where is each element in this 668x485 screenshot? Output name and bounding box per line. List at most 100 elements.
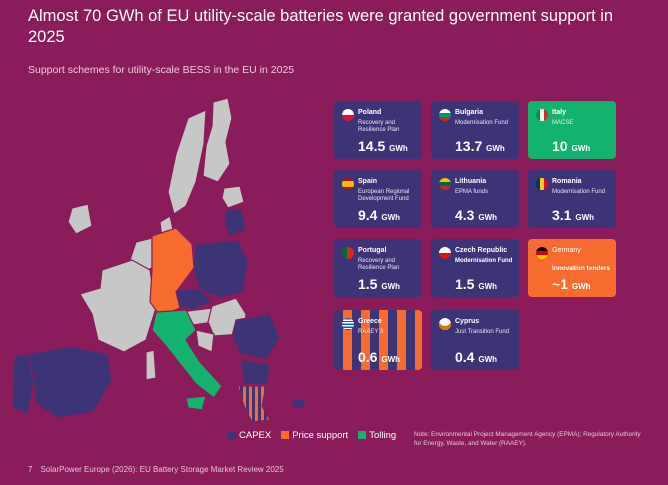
card-romania: Romania Modernisation Fund 3.1 GWh: [528, 170, 616, 228]
poland-flag-icon: [342, 109, 354, 121]
card-country: Greece: [358, 318, 382, 325]
legend-item-capex: CAPEX: [228, 430, 271, 441]
value-number: 3.1: [552, 207, 572, 223]
eu-map: [11, 97, 307, 423]
value-unit: GWh: [575, 213, 595, 222]
value-number: 14.5: [358, 138, 386, 154]
legend-label: CAPEX: [239, 429, 272, 441]
value-number: 1.5: [455, 276, 475, 292]
card-scheme: MACSE: [552, 120, 574, 126]
card-poland: Poland Recovery and Resilience Plan 14.5…: [334, 101, 422, 159]
card-value: 0.6 GWh: [358, 349, 400, 365]
value-number: 10: [552, 138, 568, 154]
card-value: 0.4 GWh: [455, 349, 497, 365]
card-italy: Italy MACSE 10 GWh: [528, 101, 616, 159]
chart-note: Note: Environmental Project Management A…: [414, 431, 641, 447]
map-region-sweden: [167, 109, 207, 215]
source-citation: SolarPower Europe (2026): EU Battery Sto…: [40, 465, 284, 474]
card-scheme: Modernisation Fund: [455, 120, 509, 126]
lithuania-flag-icon: [439, 178, 451, 190]
map-region-portugal: [11, 353, 35, 415]
map-region-sardinia-corsica: [145, 349, 157, 381]
card-value: ~1 GWh: [552, 276, 591, 292]
card-country: Italy: [552, 109, 567, 116]
value-number: 1.5: [358, 276, 378, 292]
card-country: Portugal: [358, 247, 387, 254]
card-portugal: Portugal Recovery and Resilience Plan 1.…: [334, 239, 422, 297]
value-number: 0.6: [358, 349, 378, 365]
legend-item-tolling: Tolling: [358, 430, 396, 441]
map-region-croatia-slovenia: [195, 329, 215, 353]
card-country: Romania: [552, 178, 582, 185]
legend-item-price-support: Price support: [281, 430, 348, 441]
card-germany: Germany Innovation tenders ~1 GWh: [528, 239, 616, 297]
italy-flag-icon: [536, 109, 548, 121]
romania-flag-icon: [536, 178, 548, 190]
legend-swatch-price-support: [281, 430, 290, 439]
value-unit: GWh: [381, 282, 401, 291]
portugal-flag-icon: [342, 247, 354, 259]
value-number: ~1: [552, 276, 568, 292]
map-region-bulgaria: [239, 359, 271, 385]
card-lithuania: Lithuania EPMA funds 4.3 GWh: [431, 170, 519, 228]
map-region-poland: [191, 239, 249, 299]
value-unit: GWh: [478, 282, 498, 291]
map-region-germany: [149, 227, 195, 317]
card-bulgaria: Bulgaria Modernisation Fund 13.7 GWh: [431, 101, 519, 159]
card-country: Poland: [358, 109, 382, 116]
map-region-estonia-latvia: [221, 185, 245, 209]
page-number: 7: [28, 465, 33, 474]
card-scheme: Innovation tenders: [552, 265, 611, 272]
spain-flag-icon: [342, 178, 354, 190]
value-number: 13.7: [455, 138, 483, 154]
card-country: Bulgaria: [455, 109, 484, 116]
page-footer: 7 SolarPower Europe (2026): EU Battery St…: [28, 465, 284, 474]
page-title: Almost 70 GWh of EU utility-scale batter…: [28, 7, 614, 46]
card-value: 1.5 GWh: [358, 276, 400, 292]
legend-label: Tolling: [369, 429, 397, 441]
card-value: 14.5 GWh: [358, 138, 408, 154]
value-unit: GWh: [381, 355, 401, 364]
card-greece: Greece RAAEY 3 0.6 GWh: [334, 310, 422, 370]
card-value: 10 GWh: [552, 138, 590, 154]
map-region-greece: [237, 385, 271, 423]
card-scheme: Recovery and Resilience Plan: [358, 120, 400, 133]
card-scheme: Modernisation Fund: [455, 258, 513, 264]
card-value: 3.1 GWh: [552, 207, 594, 223]
bulgaria-flag-icon: [439, 109, 451, 121]
value-number: 9.4: [358, 207, 378, 223]
card-value: 4.3 GWh: [455, 207, 497, 223]
card-cyprus: Cyprus Just Transition Fund 0.4 GWh: [431, 310, 519, 370]
czech-flag-icon: [439, 247, 451, 259]
card-scheme: Modernisation Fund: [552, 189, 606, 195]
card-value: 13.7 GWh: [455, 138, 505, 154]
card-country: Spain: [358, 178, 378, 185]
legend-swatch-tolling: [358, 430, 367, 439]
map-region-finland: [202, 97, 233, 183]
value-unit: GWh: [571, 282, 591, 291]
card-scheme: RAAEY 3: [358, 329, 384, 335]
card-scheme: European Regional Development Fund: [358, 189, 410, 202]
cyprus-flag-icon: [439, 318, 451, 330]
map-region-cyprus: [291, 397, 307, 409]
card-scheme: EPMA funds: [455, 189, 489, 195]
card-spain: Spain European Regional Development Fund…: [334, 170, 422, 228]
map-region-france: [79, 259, 157, 353]
card-country: Czech Republic: [455, 247, 508, 254]
greece-flag-icon: [342, 318, 354, 330]
value-unit: GWh: [571, 144, 591, 153]
chart-legend: CAPEX Price support Tolling: [228, 428, 396, 442]
card-country: Lithuania: [455, 178, 487, 185]
legend-label: Price support: [292, 429, 349, 441]
map-region-lithuania: [223, 207, 247, 237]
map-region-romania: [231, 313, 281, 361]
card-scheme: Recovery and Resilience Plan: [358, 258, 400, 271]
card-country: Cyprus: [455, 318, 480, 325]
value-number: 0.4: [455, 349, 475, 365]
card-value: 1.5 GWh: [455, 276, 497, 292]
value-unit: GWh: [381, 213, 401, 222]
map-region-sicily: [185, 395, 207, 411]
value-unit: GWh: [389, 144, 408, 153]
value-unit: GWh: [478, 213, 498, 222]
card-scheme: Just Transition Fund: [455, 329, 510, 335]
